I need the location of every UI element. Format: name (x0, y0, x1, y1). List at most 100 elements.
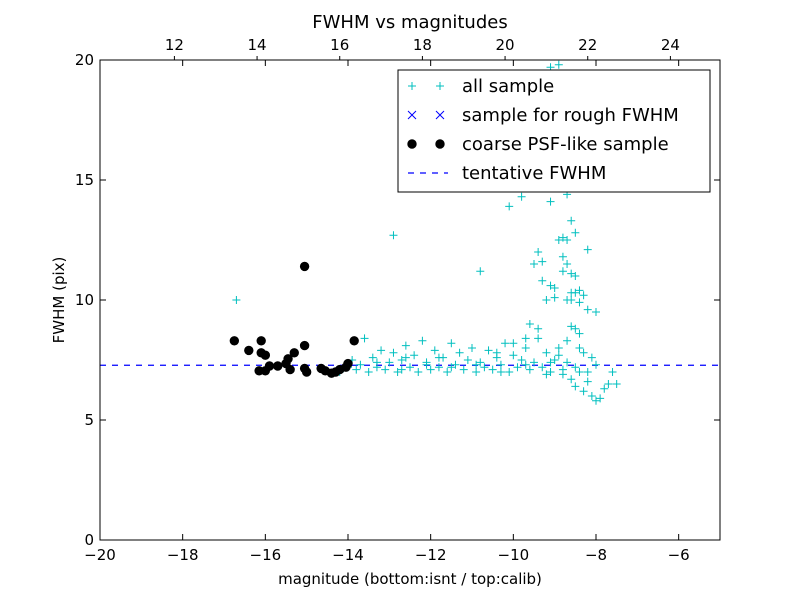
all-sample-point-80 (488, 365, 497, 374)
all-sample-point-130 (542, 370, 551, 379)
x-axis-label: magnitude (bottom:isnt / top:calib) (278, 570, 542, 588)
y-tick-label: 5 (84, 411, 94, 429)
all-sample-point-27 (550, 284, 559, 292)
legend-item: coarse PSF-like sample (407, 134, 669, 155)
all-sample-point-106 (596, 394, 605, 403)
all-sample-point-119 (546, 358, 555, 367)
all-sample-point-76 (472, 368, 481, 376)
all-sample-point-83 (501, 339, 510, 348)
x-tick-label: −14 (332, 546, 364, 564)
all-sample-point-32 (579, 291, 588, 300)
all-sample-point-41 (571, 324, 580, 333)
coarse-psf-point-12 (285, 364, 295, 375)
x-tick-label: −20 (84, 546, 116, 564)
coarse-psf-point-11 (289, 348, 299, 358)
all-sample-point-113 (397, 365, 406, 374)
all-sample-point-58 (397, 356, 406, 364)
all-sample-point-53 (377, 346, 386, 355)
all-sample-point-65 (426, 365, 435, 374)
all-sample-point-5 (546, 197, 555, 206)
all-sample-point-108 (604, 380, 613, 388)
legend-box (397, 69, 711, 193)
coarse-psf-point-10 (283, 354, 293, 364)
all-sample-point-132 (434, 353, 443, 362)
all-sample-point-49 (360, 334, 369, 343)
all-sample-point-85 (509, 351, 518, 360)
all-sample-point-3 (505, 202, 514, 211)
all-sample-point-103 (583, 377, 592, 386)
all-sample-point-87 (517, 356, 526, 364)
all-sample-point-56 (389, 348, 398, 357)
top-x-tick-label: 16 (330, 36, 349, 54)
all-sample-point-79 (484, 346, 493, 355)
all-sample-point-112 (372, 358, 381, 367)
all-sample-point-19 (538, 257, 547, 266)
legend-label: coarse PSF-like sample (462, 134, 669, 155)
all-sample-point-126 (587, 353, 596, 362)
all-sample-point-100 (571, 382, 580, 391)
coarse-psf-point-16 (299, 261, 310, 272)
all-sample-point-13 (571, 228, 580, 237)
all-sample-point-59 (401, 341, 410, 350)
all-sample-point-60 (406, 363, 414, 372)
all-sample-point-125 (579, 348, 588, 357)
all-sample-point-34 (592, 308, 600, 316)
all-sample-point-133 (401, 353, 410, 362)
all-sample-point-37 (567, 288, 576, 297)
all-sample-point-102 (579, 387, 588, 396)
all-sample-point-15 (558, 233, 567, 242)
legend: all sample sample for rough FWHM coarse PS… (397, 69, 711, 193)
legend-label: all sample (462, 76, 554, 97)
all-sample-point-43 (521, 334, 530, 343)
all-sample-point-42 (575, 329, 584, 338)
all-sample-point-90 (530, 358, 538, 367)
top-x-tick-label: 12 (165, 36, 184, 54)
all-sample-point-36 (546, 281, 555, 290)
all-sample-point-28 (550, 293, 559, 302)
all-sample-point-92 (538, 363, 547, 372)
all-sample-point-123 (567, 322, 576, 331)
all-sample-point-29 (542, 296, 551, 304)
all-sample-point-69 (443, 368, 452, 376)
top-x-axis: 12 14 16 18 20 22 24 (165, 36, 680, 60)
all-sample-point-88 (521, 344, 530, 352)
all-sample-point-2 (476, 267, 485, 276)
all-sample-point-21 (563, 260, 572, 268)
x-tick-label: −16 (250, 546, 282, 564)
y-tick-label: 20 (75, 51, 94, 69)
legend-marker-b-0 (436, 82, 444, 90)
coarse-psf-point-15 (301, 367, 312, 377)
x-tick-label: −18 (167, 546, 199, 564)
coarse-psf-point-13 (299, 340, 310, 351)
chart-title: FWHM vs magnitudes (312, 12, 507, 33)
all-sample-point-11 (567, 216, 576, 225)
all-sample-point-35 (538, 276, 547, 285)
all-sample-point-101 (575, 368, 584, 376)
legend-marker-b-2 (435, 139, 445, 149)
all-sample-point-1 (389, 231, 398, 240)
all-sample-point-75 (468, 344, 476, 352)
all-sample-point-61 (410, 351, 419, 360)
all-sample-point-118 (521, 360, 530, 369)
coarse-psf-point-8 (273, 361, 283, 371)
all-sample-point-4 (517, 192, 526, 201)
all-sample-point-12 (563, 236, 572, 244)
bottom-x-axis: −20 −18 −16 −14 −12 −10 −8 −6 (84, 60, 690, 564)
legend-marker-b-1 (435, 110, 445, 120)
all-sample-point-107 (600, 384, 609, 393)
all-sample-point-44 (509, 339, 518, 348)
all-sample-point-109 (608, 368, 617, 376)
top-x-tick-label: 18 (413, 36, 432, 54)
x-tick-label: −8 (585, 546, 607, 564)
all-sample-point-98 (563, 358, 572, 367)
coarse-psf-points (229, 261, 359, 378)
all-sample-point-86 (513, 363, 522, 372)
all-sample-point-31 (567, 296, 576, 304)
all-sample-point-74 (463, 356, 472, 364)
all-sample-point-24 (558, 267, 567, 276)
coarse-psf-point-2 (256, 336, 266, 346)
all-sample-point-17 (534, 248, 543, 256)
coarse-psf-point-7 (264, 361, 275, 371)
all-sample-point-72 (455, 348, 464, 357)
